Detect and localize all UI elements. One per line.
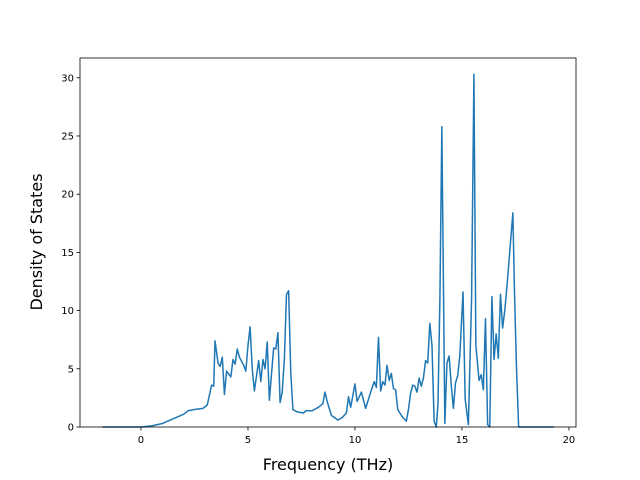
x-axis-label: Frequency (THz) [263, 455, 393, 474]
y-tick-label: 25 [61, 131, 74, 142]
y-axis-label: Density of States [27, 173, 46, 310]
x-tick-label: 20 [563, 435, 576, 446]
y-tick-label: 15 [61, 248, 74, 259]
x-tick-label: 10 [349, 435, 362, 446]
y-tick-label: 20 [61, 190, 74, 201]
x-tick-label: 0 [138, 435, 144, 446]
x-tick-label: 5 [245, 435, 251, 446]
y-tick-label: 0 [68, 423, 74, 434]
x-tick-label: 15 [456, 435, 469, 446]
y-tick-label: 5 [68, 364, 74, 375]
plot-frame [79, 57, 577, 428]
y-tick-label: 10 [61, 306, 74, 317]
line-series [102, 73, 554, 428]
y-tick-label: 30 [61, 73, 74, 84]
